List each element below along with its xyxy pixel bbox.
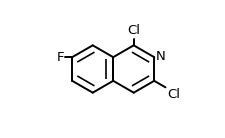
Text: Cl: Cl xyxy=(166,88,179,101)
Text: Cl: Cl xyxy=(127,24,140,37)
Text: N: N xyxy=(155,50,165,63)
Text: F: F xyxy=(56,51,64,64)
